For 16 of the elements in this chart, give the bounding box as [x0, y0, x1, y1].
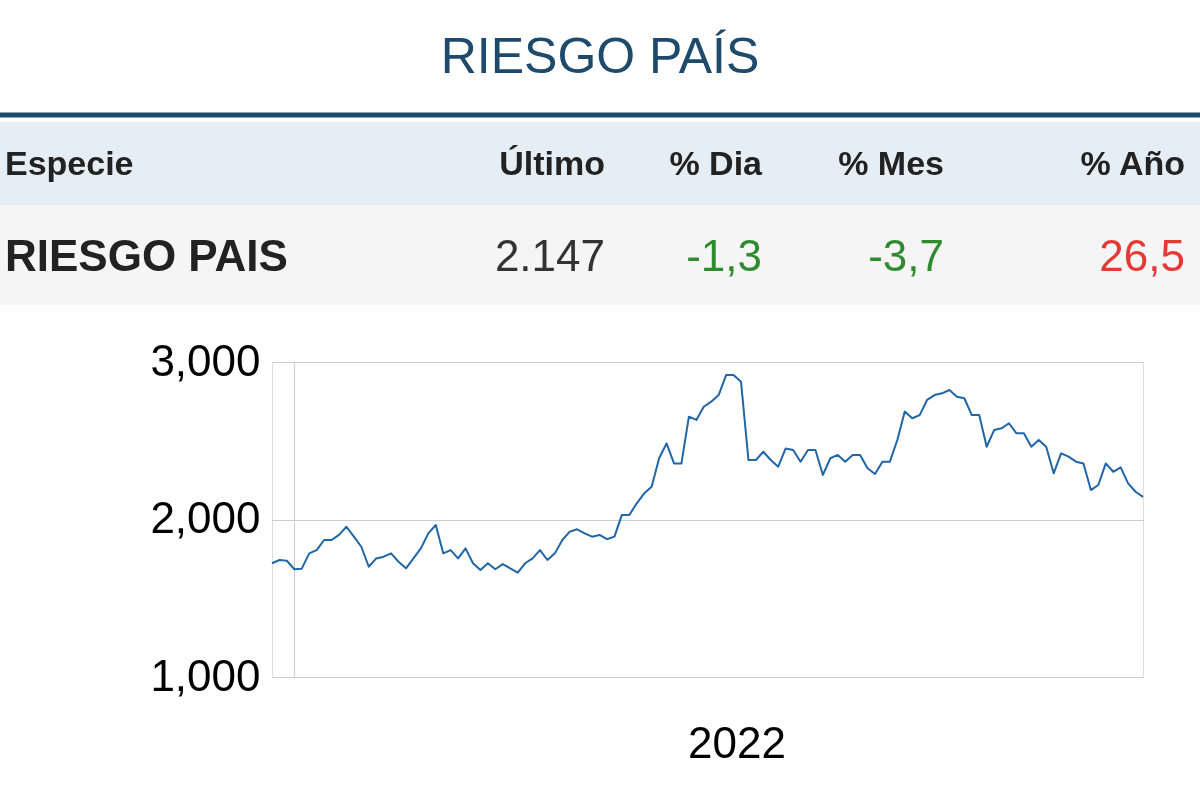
- text: % Año: [1080, 144, 1185, 182]
- text: % Mes: [838, 144, 944, 182]
- y-tick-label: 3,000: [150, 335, 261, 385]
- text: 2.147: [494, 231, 605, 280]
- text: RIESGO PAIS: [5, 231, 288, 280]
- line-series: [271, 374, 1144, 574]
- y-tick-label: 1,000: [150, 650, 261, 700]
- y-tick-label: 2,000: [150, 493, 261, 542]
- text: -1,3: [686, 231, 762, 280]
- text: % Dia: [669, 144, 764, 182]
- text: Especie: [5, 144, 134, 182]
- text: -3,7: [868, 231, 944, 280]
- text: 26,5: [1099, 231, 1185, 280]
- text: Último: [499, 144, 605, 182]
- chart-title: RIESGO PAÍS: [440, 28, 760, 84]
- text: 2022: [688, 718, 786, 767]
